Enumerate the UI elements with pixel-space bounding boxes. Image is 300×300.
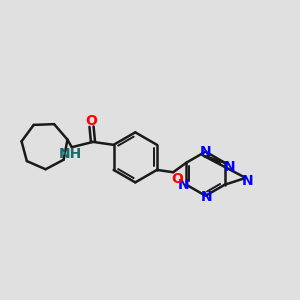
Text: N: N <box>201 190 213 204</box>
Text: N: N <box>241 175 253 188</box>
Text: NH: NH <box>59 147 82 161</box>
Text: O: O <box>172 172 184 186</box>
Text: N: N <box>178 178 190 192</box>
Text: N: N <box>199 145 211 159</box>
Text: O: O <box>85 114 98 128</box>
Text: N: N <box>224 160 236 174</box>
